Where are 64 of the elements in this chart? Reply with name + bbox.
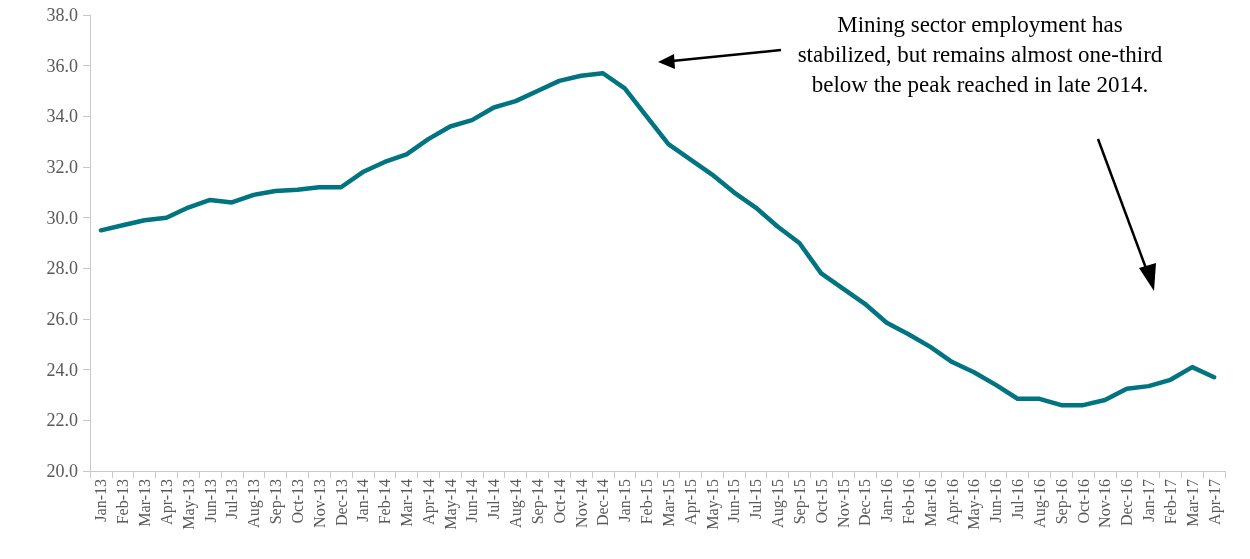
y-tick-label: 20.0 [46,461,78,481]
x-tick-label: Jun-16 [987,479,1005,523]
x-tick-label: Mar-14 [397,479,415,527]
x-tick-label: Nov-13 [310,479,328,528]
x-tick-label: Mar-13 [136,479,154,527]
x-tick-label: May-15 [703,479,722,530]
y-tick-label: 22.0 [46,410,78,431]
x-tick-label: Apr-14 [419,479,438,525]
x-tick-label: Sep-16 [1052,479,1071,525]
x-tick-label: Jan-15 [616,479,634,522]
x-tick-label: Feb-17 [1161,479,1179,525]
x-tick-label: Dec-14 [594,479,612,527]
y-tick-label: 36.0 [46,55,78,76]
line-series [98,71,1217,408]
x-tick-label: Oct-16 [1074,479,1092,524]
x-tick-label: Jan-13 [92,479,110,522]
x-tick-label: Aug-15 [769,479,788,528]
x-tick-label: Oct-14 [550,479,568,524]
y-tick-label: 32.0 [46,157,78,177]
x-tick-label: Jul-15 [747,479,765,519]
x-tick-label: Feb-15 [638,479,656,525]
x-tick-label: May-13 [179,479,198,530]
y-tick-label: 38.0 [46,5,78,25]
x-tick-label: Aug-16 [1030,479,1049,528]
x-tick-label: Feb-16 [900,479,918,525]
x-tick-label: Jan-14 [354,479,372,522]
x-tick-label: May-14 [441,479,460,530]
y-tick-label: 34.0 [46,106,78,127]
x-tick-label: Jun-14 [463,479,481,523]
x-tick-label: Aug-13 [245,479,264,528]
x-tick-label: Jun-15 [725,479,743,523]
x-tick-label: May-16 [965,479,984,530]
y-tick-label: 28.0 [46,258,78,279]
x-tick-label: Oct-13 [288,479,306,524]
x-tick-label: Feb-14 [376,479,394,525]
x-tick-label: Apr-15 [681,479,700,525]
x-tick-label: Dec-16 [1118,479,1136,527]
x-tick-label: Feb-13 [114,479,132,525]
y-tick-label: 30.0 [46,207,78,228]
x-tick-label: Nov-15 [834,479,852,528]
x-tick-label: Jul-13 [223,479,241,519]
x-tick-label: Jan-16 [878,479,896,522]
x-tick-label: Sep-15 [790,479,809,525]
x-tick-label: Apr-17 [1205,479,1224,525]
x-tick-label: Mar-15 [659,479,677,527]
y-tick-label: 26.0 [46,309,78,329]
x-tick-label: Apr-16 [943,479,962,525]
x-tick-label: Aug-14 [507,479,526,528]
x-tick-label: Mar-17 [1183,479,1201,527]
x-tick-label: Dec-13 [332,479,350,527]
x-tick-label: Sep-14 [528,479,547,525]
x-tick-label: Jan-17 [1140,479,1158,522]
x-tick-label: Sep-13 [267,479,286,525]
x-tick-label: Nov-14 [572,479,590,528]
x-tick-label: Mar-16 [921,479,939,527]
x-tick-label: Jul-16 [1009,479,1027,519]
x-tick-label: Oct-15 [812,479,830,524]
x-tick-label: Apr-13 [157,479,176,525]
x-tick-label: Jun-13 [201,479,219,523]
x-tick-label: Jul-14 [485,479,503,519]
x-tick-label: Nov-16 [1096,479,1114,528]
y-tick-label: 24.0 [46,359,78,380]
annotation: Mining sector employment has stabilized, but remains almost one-third below the peak reached in late 2014. [796,11,1164,99]
x-tick-label: Dec-15 [856,479,874,527]
